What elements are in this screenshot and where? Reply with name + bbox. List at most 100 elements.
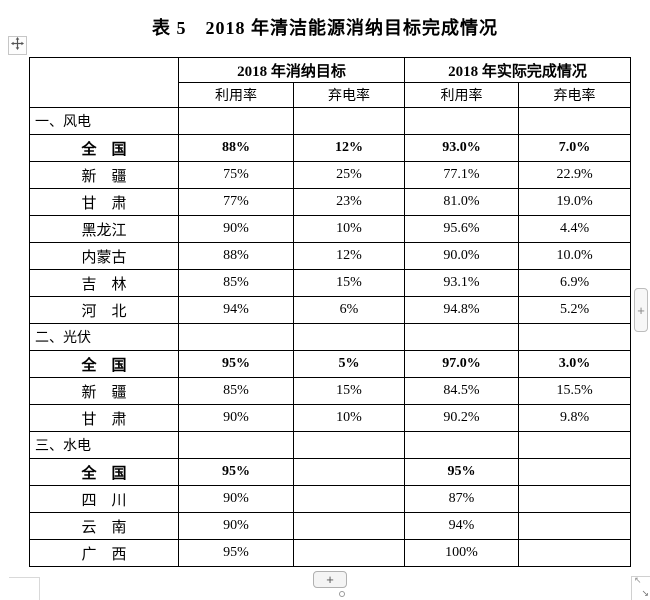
empty-cell [518,431,632,459]
value-cell: 15% [292,269,406,297]
value-cell: 81.0% [404,188,520,216]
value-cell: 5% [292,350,406,378]
value-cell: 12% [292,134,406,162]
region-name: 新 疆 [29,377,179,405]
value-cell: 87% [404,485,520,513]
value-cell: 90.0% [404,242,520,270]
table-row: 吉 林 85% 15% 93.1% 6.9% [29,269,632,297]
value-cell: 75% [178,161,294,189]
value-cell: 88% [178,242,294,270]
value-cell: 7.0% [518,134,632,162]
value-cell: 90% [178,215,294,243]
empty-cell [404,431,520,459]
value-cell [292,539,406,567]
value-cell: 6.9% [518,269,632,297]
value-cell: 90% [178,512,294,540]
table-row: 内蒙古 88% 12% 90.0% 10.0% [29,242,632,270]
section-row: 二、光伏 [29,323,632,351]
region-name: 新 疆 [29,161,179,189]
clean-energy-table: 2018 年消纳目标 2018 年实际完成情况 利用率 弃电率 利用率 弃电率 … [29,57,632,567]
table-row: 黑龙江 90% 10% 95.6% 4.4% [29,215,632,243]
empty-cell [178,431,294,459]
region-name: 内蒙古 [29,242,179,270]
resize-se-icon: ↘ [641,589,649,599]
region-name: 四 川 [29,485,179,513]
value-cell [292,485,406,513]
group-header-row: 2018 年消纳目标 2018 年实际完成情况 [29,57,632,108]
anchor-dot [339,591,345,597]
empty-cell [178,107,294,135]
value-cell: 6% [292,296,406,324]
region-name: 甘 肃 [29,404,179,432]
table-row: 全 国 95% 5% 97.0% 3.0% [29,350,632,378]
value-cell: 94% [178,296,294,324]
value-cell: 23% [292,188,406,216]
value-cell: 94% [404,512,520,540]
value-cell: 88% [178,134,294,162]
region-name: 广 西 [29,539,179,567]
value-cell: 10% [292,215,406,243]
value-cell: 93.0% [404,134,520,162]
value-cell: 85% [178,377,294,405]
value-cell: 95% [178,458,294,486]
value-cell: 97.0% [404,350,520,378]
value-cell: 4.4% [518,215,632,243]
value-cell: 15% [292,377,406,405]
value-cell: 94.8% [404,296,520,324]
table-row: 新 疆 85% 15% 84.5% 15.5% [29,377,632,405]
value-cell: 85% [178,269,294,297]
region-name: 全 国 [29,350,179,378]
value-cell: 5.2% [518,296,632,324]
insert-row-button-right[interactable]: + [634,288,648,332]
section-label: 二、光伏 [29,323,179,351]
value-cell: 15.5% [518,377,632,405]
value-cell: 19.0% [518,188,632,216]
column-group-actual: 2018 年实际完成情况 [404,57,632,83]
table-row: 新 疆 75% 25% 77.1% 22.9% [29,161,632,189]
resize-nw-icon: ↖ [634,576,642,586]
value-cell: 100% [404,539,520,567]
table-row: 四 川 90% 87% [29,485,632,513]
value-cell: 93.1% [404,269,520,297]
table-row: 甘 肃 77% 23% 81.0% 19.0% [29,188,632,216]
table-row: 广 西 95% 100% [29,539,632,567]
value-cell: 10.0% [518,242,632,270]
column-group-target: 2018 年消纳目标 [177,57,406,83]
value-cell: 9.8% [518,404,632,432]
empty-cell [404,107,520,135]
table-resize-handle[interactable]: ↖ ↘ [631,576,650,600]
value-cell [292,458,406,486]
empty-cell [518,107,632,135]
region-name: 吉 林 [29,269,179,297]
table-row: 全 国 88% 12% 93.0% 7.0% [29,134,632,162]
table-row: 河 北 94% 6% 94.8% 5.2% [29,296,632,324]
table-title: 表 5 2018 年清洁能源消纳目标完成情况 [152,18,498,38]
sub-header-utilization-target: 利用率 [178,82,294,108]
empty-cell [292,323,406,351]
region-name: 全 国 [29,134,179,162]
next-element-corner [9,577,40,600]
value-cell: 90% [178,485,294,513]
empty-cell [292,107,406,135]
empty-cell [518,323,632,351]
sub-header-curtailment-actual: 弃电率 [518,82,632,108]
value-cell: 3.0% [518,350,632,378]
value-cell [518,485,632,513]
value-cell [518,512,632,540]
value-cell: 95% [178,350,294,378]
region-name: 全 国 [29,458,179,486]
value-cell: 77% [178,188,294,216]
value-cell: 84.5% [404,377,520,405]
table-move-handle[interactable] [8,36,27,55]
region-name: 云 南 [29,512,179,540]
sub-header-curtailment-target: 弃电率 [292,82,406,108]
value-cell: 90.2% [404,404,520,432]
value-cell: 22.9% [518,161,632,189]
section-label: 三、水电 [29,431,179,459]
table-row: 甘 肃 90% 10% 90.2% 9.8% [29,404,632,432]
insert-row-button-bottom[interactable]: + [313,571,347,588]
table-row: 云 南 90% 94% [29,512,632,540]
region-name: 河 北 [29,296,179,324]
plus-icon: + [637,302,645,318]
